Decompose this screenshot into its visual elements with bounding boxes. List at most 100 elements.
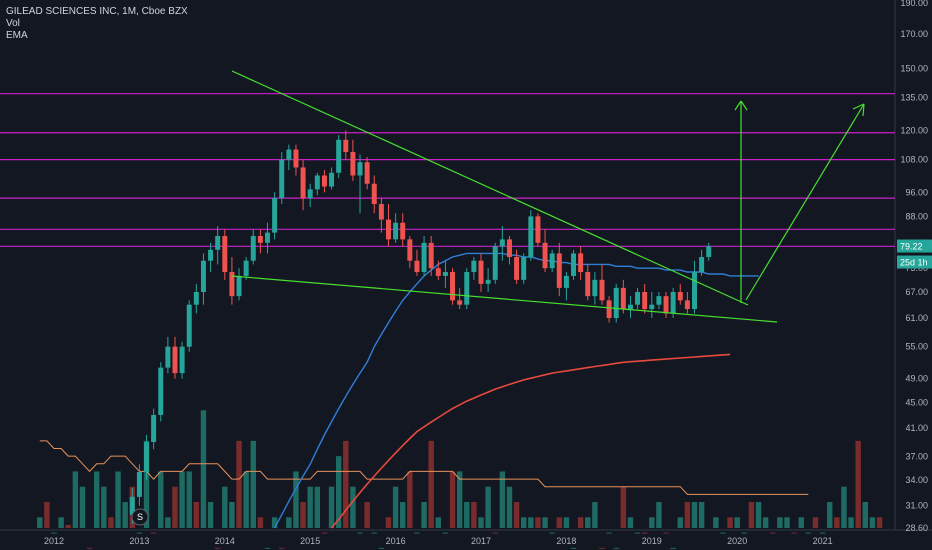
volume-bar [143, 440, 150, 528]
volume-bar [236, 440, 242, 528]
candle-body [585, 272, 591, 297]
volume-ma-line [39, 440, 809, 495]
x-tick-label: 2021 [813, 536, 833, 546]
candle-body [236, 275, 242, 297]
candle-body [620, 287, 626, 310]
y-tick-label: 55.00 [905, 342, 928, 352]
projection-arrowhead-b [862, 103, 865, 117]
volume-bar [314, 486, 321, 528]
candle-body [129, 496, 135, 515]
y-tick-label: 120.00 [900, 125, 928, 135]
volume-bar [841, 486, 847, 528]
volume-bar [542, 517, 548, 528]
volume-bar [264, 547, 271, 549]
volume-bar [279, 547, 285, 549]
volume-bar [734, 517, 740, 528]
volume-bar [44, 502, 50, 528]
legend-ema: EMA [6, 30, 28, 41]
bar-countdown-text: 25d 1h [900, 258, 928, 268]
volume-bar [656, 502, 662, 528]
candle-body [414, 260, 420, 273]
volume-bar [456, 471, 463, 528]
candle-body [656, 296, 662, 305]
volume-bar [72, 471, 79, 528]
y-tick-label: 170.00 [900, 29, 928, 39]
x-tick-label: 2018 [556, 536, 576, 546]
volume-bar [755, 502, 762, 528]
volume-bar [343, 440, 349, 528]
candle-body [357, 162, 363, 176]
volume-bar [791, 532, 797, 534]
candle-body [450, 272, 456, 301]
volume-bar [641, 532, 648, 534]
candle-body [186, 304, 192, 347]
candle-body [371, 183, 377, 205]
candle-body [222, 235, 228, 273]
volume-bar [570, 547, 577, 549]
candle-body [321, 175, 327, 187]
volume-bar [855, 440, 861, 528]
volume-bar [414, 532, 420, 534]
candle-body [208, 249, 214, 261]
volume-bar [798, 517, 804, 528]
volume-bar [684, 502, 691, 528]
volume-bar [606, 532, 612, 534]
candle-body [492, 246, 498, 280]
volume-bar [748, 502, 755, 528]
volume-bar [592, 502, 598, 528]
volume-bar [620, 486, 627, 528]
candle-body [343, 139, 349, 153]
volume-bar [442, 532, 449, 534]
volume-bar [86, 547, 93, 549]
resistance-lines [0, 93, 895, 247]
volume-bar [691, 502, 698, 528]
volume-bar [200, 410, 207, 528]
volume-bar [848, 517, 854, 528]
candle-body [364, 162, 370, 184]
candle-body [407, 239, 413, 261]
volume-bar [207, 502, 214, 528]
volume-bar [492, 532, 498, 534]
candle-body [421, 242, 427, 273]
candle-body [599, 279, 605, 301]
volume-bar [727, 517, 733, 528]
candle-body [265, 232, 270, 243]
x-tick-label: 2013 [129, 536, 149, 546]
volume-bar [812, 517, 819, 528]
volume-bar [300, 502, 306, 528]
volume-bar [720, 532, 726, 534]
y-tick-label: 67.00 [905, 287, 928, 297]
x-tick-label: 2012 [44, 536, 64, 546]
candle-body [257, 235, 263, 243]
volume-bar [321, 532, 328, 534]
volume-bar [556, 517, 562, 528]
candle-body [215, 235, 221, 250]
volume-bar [869, 517, 876, 528]
volume-bar [535, 517, 541, 528]
volume-bar [627, 517, 634, 528]
candle-body [535, 216, 541, 243]
y-tick-label: 28.60 [905, 523, 928, 533]
candle-body [635, 291, 641, 305]
y-tick-label: 190.00 [900, 0, 928, 8]
volume-bar [634, 532, 641, 534]
candle-body [250, 235, 256, 261]
candle-body [286, 149, 292, 160]
volume-bar [741, 532, 748, 534]
candle-body [677, 291, 683, 301]
y-tick-label: 45.00 [905, 397, 928, 407]
volume-bar [257, 517, 264, 528]
volume-bar [222, 486, 228, 528]
volume-bar [784, 517, 790, 528]
volume-bar [286, 517, 292, 528]
candle-body [606, 300, 612, 318]
volume-bar [819, 532, 826, 534]
candle-body [485, 279, 491, 284]
volume-bar [136, 532, 143, 534]
legend: GILEAD SCIENCES INC, 1M, Cboe BZX Vol EM… [6, 6, 188, 42]
candle-body [314, 175, 320, 190]
volume-bar [371, 532, 377, 534]
volume-bar [777, 517, 783, 528]
volume-bar [464, 502, 470, 528]
